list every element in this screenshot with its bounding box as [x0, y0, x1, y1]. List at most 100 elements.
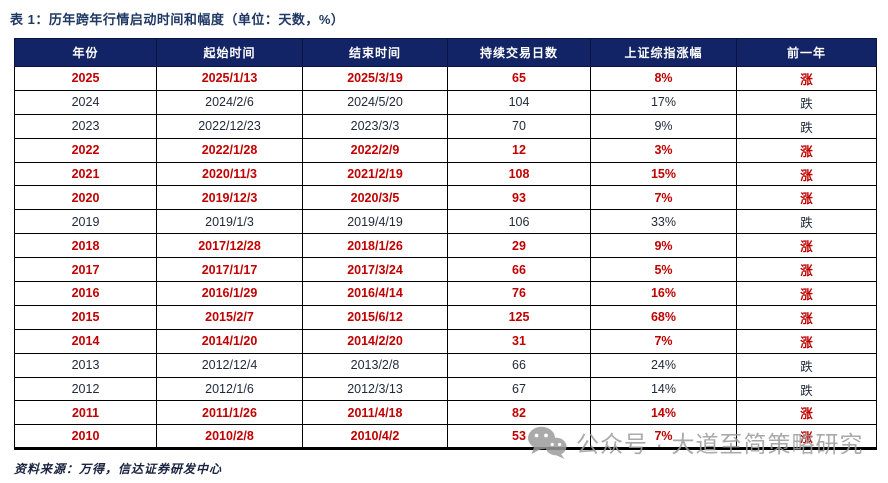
- cell-days: 12: [447, 137, 591, 163]
- cell-start-date: 2020/11/3: [156, 161, 303, 187]
- table-body: 2025 2025/1/13 2025/3/19 65 8% 涨 2024 20…: [14, 66, 877, 450]
- cell-prev-year: 涨: [736, 304, 877, 330]
- cell-year: 2011: [14, 400, 157, 426]
- cell-end-date: 2015/6/12: [302, 304, 448, 330]
- col-header-gain: 上证综指涨幅: [590, 38, 737, 67]
- cell-prev-year: 涨: [736, 233, 877, 259]
- cell-days: 66: [447, 257, 591, 283]
- table-title: 表 1：历年跨年行情启动时间和幅度（单位：天数，%）: [10, 12, 345, 27]
- cell-prev-year: 涨: [736, 137, 877, 163]
- cell-days: 29: [447, 233, 591, 259]
- cell-year: 2021: [14, 161, 157, 187]
- source-note: 资料来源：万得，信达证券研发中心: [14, 462, 223, 476]
- cell-gain: 5%: [590, 257, 737, 283]
- cell-year: 2023: [14, 113, 157, 139]
- cell-prev-year: 涨: [736, 424, 877, 450]
- cell-end-date: 2019/4/19: [302, 209, 448, 235]
- table-row: 2018 2017/12/28 2018/1/26 29 9% 涨: [14, 233, 877, 259]
- header-row: 年份 起始时间 结束时间 持续交易日数 上证综指涨幅 前一年: [14, 38, 877, 67]
- cell-start-date: 2019/12/3: [156, 185, 303, 211]
- col-header-days: 持续交易日数: [447, 38, 591, 67]
- cell-days: 67: [447, 376, 591, 402]
- table-row: 2011 2011/1/26 2011/4/18 82 14% 涨: [14, 400, 877, 426]
- table-row: 2022 2022/1/28 2022/2/9 12 3% 涨: [14, 137, 877, 163]
- table-row: 2015 2015/2/7 2015/6/12 125 68% 涨: [14, 304, 877, 330]
- cell-days: 106: [447, 209, 591, 235]
- cell-end-date: 2018/1/26: [302, 233, 448, 259]
- cell-year: 2020: [14, 185, 157, 211]
- cell-start-date: 2017/12/28: [156, 233, 303, 259]
- cell-year: 2012: [14, 376, 157, 402]
- cell-days: 65: [447, 66, 591, 91]
- cell-prev-year: 涨: [736, 257, 877, 283]
- cell-prev-year: 涨: [736, 66, 877, 91]
- table-row: 2016 2016/1/29 2016/4/14 76 16% 涨: [14, 281, 877, 306]
- cell-end-date: 2022/2/9: [302, 137, 448, 163]
- table-row: 2020 2019/12/3 2020/3/5 93 7% 涨: [14, 185, 877, 211]
- table-row: 2019 2019/1/3 2019/4/19 106 33% 跌: [14, 209, 877, 235]
- cell-gain: 68%: [590, 304, 737, 330]
- col-header-end: 结束时间: [302, 38, 448, 67]
- table-row: 2024 2024/2/6 2024/5/20 104 17% 跌: [14, 89, 877, 115]
- cell-days: 104: [447, 89, 591, 115]
- cell-end-date: 2011/4/18: [302, 400, 448, 426]
- table-row: 2025 2025/1/13 2025/3/19 65 8% 涨: [14, 66, 877, 91]
- cell-gain: 14%: [590, 400, 737, 426]
- cell-year: 2019: [14, 209, 157, 235]
- cell-start-date: 2025/1/13: [156, 66, 303, 91]
- cell-days: 82: [447, 400, 591, 426]
- cell-days: 66: [447, 352, 591, 378]
- cell-prev-year: 跌: [736, 89, 877, 115]
- col-header-start: 起始时间: [156, 38, 303, 67]
- cell-year: 2014: [14, 328, 157, 354]
- cell-start-date: 2012/1/6: [156, 376, 303, 402]
- cell-end-date: 2023/3/3: [302, 113, 448, 139]
- table-header: 年份 起始时间 结束时间 持续交易日数 上证综指涨幅 前一年: [14, 38, 877, 67]
- table-row: 2012 2012/1/6 2012/3/13 67 14% 跌: [14, 376, 877, 402]
- cell-year: 2013: [14, 352, 157, 378]
- cell-year: 2022: [14, 137, 157, 163]
- cell-gain: 16%: [590, 281, 737, 306]
- cell-end-date: 2024/5/20: [302, 89, 448, 115]
- cell-days: 70: [447, 113, 591, 139]
- cell-end-date: 2020/3/5: [302, 185, 448, 211]
- table-row: 2023 2022/12/23 2023/3/3 70 9% 跌: [14, 113, 877, 139]
- table-row: 2014 2014/1/20 2014/2/20 31 7% 涨: [14, 328, 877, 354]
- cell-gain: 33%: [590, 209, 737, 235]
- cell-prev-year: 跌: [736, 113, 877, 139]
- cell-end-date: 2014/2/20: [302, 328, 448, 354]
- cell-gain: 24%: [590, 352, 737, 378]
- cell-gain: 17%: [590, 89, 737, 115]
- cell-end-date: 2016/4/14: [302, 281, 448, 306]
- cell-prev-year: 涨: [736, 185, 877, 211]
- cell-end-date: 2025/3/19: [302, 66, 448, 91]
- cell-gain: 3%: [590, 137, 737, 163]
- cell-days: 53: [447, 424, 591, 450]
- cell-year: 2024: [14, 89, 157, 115]
- cell-prev-year: 涨: [736, 281, 877, 306]
- cell-year: 2017: [14, 257, 157, 283]
- cell-prev-year: 跌: [736, 352, 877, 378]
- cell-end-date: 2012/3/13: [302, 376, 448, 402]
- cell-start-date: 2022/12/23: [156, 113, 303, 139]
- cell-year: 2010: [14, 424, 157, 450]
- cell-start-date: 2011/1/26: [156, 400, 303, 426]
- cell-prev-year: 涨: [736, 400, 877, 426]
- cell-prev-year: 跌: [736, 376, 877, 402]
- cell-start-date: 2012/12/4: [156, 352, 303, 378]
- cell-days: 108: [447, 161, 591, 187]
- cell-gain: 15%: [590, 161, 737, 187]
- cell-year: 2015: [14, 304, 157, 330]
- cell-gain: 14%: [590, 376, 737, 402]
- col-header-year: 年份: [14, 38, 157, 67]
- cell-gain: 9%: [590, 233, 737, 259]
- table-row: 2017 2017/1/17 2017/3/24 66 5% 涨: [14, 257, 877, 283]
- cell-start-date: 2022/1/28: [156, 137, 303, 163]
- cell-end-date: 2017/3/24: [302, 257, 448, 283]
- cell-prev-year: 跌: [736, 209, 877, 235]
- cell-year: 2025: [14, 66, 157, 91]
- cell-year: 2018: [14, 233, 157, 259]
- cell-start-date: 2016/1/29: [156, 281, 303, 306]
- cell-gain: 8%: [590, 66, 737, 91]
- cell-days: 93: [447, 185, 591, 211]
